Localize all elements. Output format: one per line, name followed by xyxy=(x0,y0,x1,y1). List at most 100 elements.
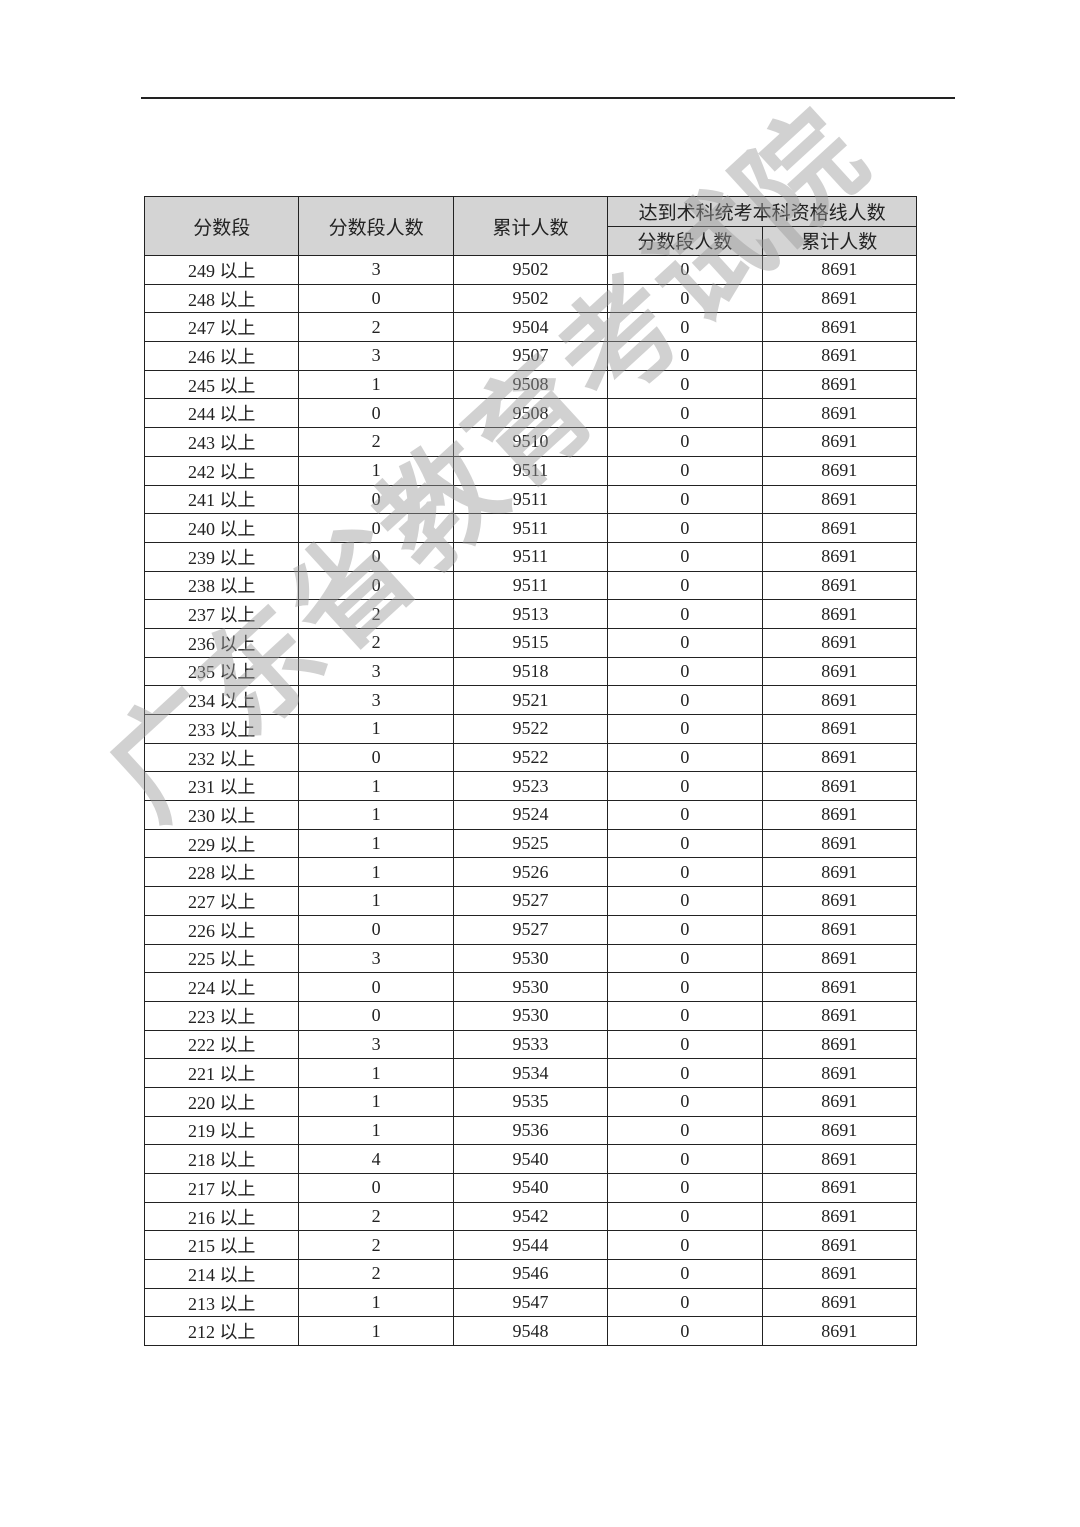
cell-cumulative: 9510 xyxy=(452,427,609,457)
table-row: 230 以上 1 9524 0 8691 xyxy=(143,800,917,830)
table-row: 249 以上 3 9502 0 8691 xyxy=(143,255,917,285)
cell-qualified-cumulative: 8691 xyxy=(761,1287,917,1318)
cell-score-band: 216 以上 xyxy=(143,1201,300,1232)
cell-score-band: 223 以上 xyxy=(143,1000,300,1031)
cell-band-count: 1 xyxy=(298,1086,454,1117)
table-row: 238 以上 0 9511 0 8691 xyxy=(143,570,917,601)
cell-cumulative: 9511 xyxy=(452,541,609,572)
cell-qualified-cumulative: 8691 xyxy=(761,627,917,658)
table-row: 213 以上 1 9547 0 8691 xyxy=(143,1287,917,1318)
cell-score-band: 234 以上 xyxy=(143,685,300,715)
cell-cumulative: 9546 xyxy=(452,1259,609,1289)
cell-cumulative: 9507 xyxy=(452,341,609,371)
cell-cumulative: 9535 xyxy=(452,1086,609,1117)
cell-qualified-band-count: 0 xyxy=(607,943,763,974)
cell-qualified-band-count: 0 xyxy=(607,427,763,457)
table-row: 224 以上 0 9530 0 8691 xyxy=(143,972,917,1002)
cell-qualified-cumulative: 8691 xyxy=(761,1115,917,1146)
cell-band-count: 4 xyxy=(298,1144,454,1174)
cell-qualified-band-count: 0 xyxy=(607,627,763,658)
cell-qualified-cumulative: 8691 xyxy=(761,1086,917,1117)
cell-band-count: 3 xyxy=(298,685,454,715)
cell-cumulative: 9525 xyxy=(452,828,609,859)
cell-score-band: 236 以上 xyxy=(143,627,300,658)
cell-qualified-cumulative: 8691 xyxy=(761,943,917,974)
cell-band-count: 2 xyxy=(298,1230,454,1261)
cell-qualified-band-count: 0 xyxy=(607,857,763,888)
cell-qualified-band-count: 0 xyxy=(607,1173,763,1203)
cell-qualified-cumulative: 8691 xyxy=(761,656,917,687)
col-header-qualified-cumulative: 累计人数 xyxy=(761,225,917,256)
cell-band-count: 0 xyxy=(298,398,454,429)
cell-score-band: 245 以上 xyxy=(143,369,300,400)
cell-qualified-band-count: 0 xyxy=(607,828,763,859)
cell-qualified-cumulative: 8691 xyxy=(761,341,917,371)
cell-cumulative: 9523 xyxy=(452,771,609,802)
cell-qualified-band-count: 0 xyxy=(607,484,763,515)
cell-qualified-band-count: 0 xyxy=(607,1230,763,1261)
cell-cumulative: 9511 xyxy=(452,513,609,543)
cell-score-band: 230 以上 xyxy=(143,800,300,830)
cell-cumulative: 9548 xyxy=(452,1316,609,1347)
cell-band-count: 1 xyxy=(298,800,454,830)
cell-qualified-band-count: 0 xyxy=(607,1287,763,1318)
cell-cumulative: 9522 xyxy=(452,742,609,773)
cell-band-count: 1 xyxy=(298,1316,454,1347)
cell-cumulative: 9536 xyxy=(452,1115,609,1146)
col-header-qualified-group: 达到术科统考本科资格线人数 xyxy=(607,196,917,227)
cell-score-band: 212 以上 xyxy=(143,1316,300,1347)
cell-band-count: 0 xyxy=(298,484,454,515)
table-row: 220 以上 1 9535 0 8691 xyxy=(143,1086,917,1117)
cell-band-count: 0 xyxy=(298,742,454,773)
cell-qualified-band-count: 0 xyxy=(607,1115,763,1146)
cell-score-band: 232 以上 xyxy=(143,742,300,773)
cell-score-band: 227 以上 xyxy=(143,886,300,916)
cell-score-band: 219 以上 xyxy=(143,1115,300,1146)
table-row: 247 以上 2 9504 0 8691 xyxy=(143,312,917,343)
cell-cumulative: 9530 xyxy=(452,972,609,1002)
cell-score-band: 217 以上 xyxy=(143,1173,300,1203)
table-row: 217 以上 0 9540 0 8691 xyxy=(143,1173,917,1203)
cell-cumulative: 9521 xyxy=(452,685,609,715)
table-row: 221 以上 1 9534 0 8691 xyxy=(143,1058,917,1088)
cell-qualified-band-count: 0 xyxy=(607,771,763,802)
table-row: 234 以上 3 9521 0 8691 xyxy=(143,685,917,715)
cell-qualified-band-count: 0 xyxy=(607,1058,763,1088)
table-row: 229 以上 1 9525 0 8691 xyxy=(143,828,917,859)
table-row: 214 以上 2 9546 0 8691 xyxy=(143,1259,917,1289)
cell-score-band: 249 以上 xyxy=(143,255,300,285)
cell-qualified-cumulative: 8691 xyxy=(761,771,917,802)
cell-band-count: 1 xyxy=(298,369,454,400)
cell-score-band: 244 以上 xyxy=(143,398,300,429)
cell-score-band: 235 以上 xyxy=(143,656,300,687)
table-row: 225 以上 3 9530 0 8691 xyxy=(143,943,917,974)
header-rule xyxy=(141,97,955,99)
cell-score-band: 239 以上 xyxy=(143,541,300,572)
cell-score-band: 247 以上 xyxy=(143,312,300,343)
cell-qualified-band-count: 0 xyxy=(607,1316,763,1347)
cell-score-band: 225 以上 xyxy=(143,943,300,974)
cell-qualified-band-count: 0 xyxy=(607,1029,763,1060)
cell-cumulative: 9527 xyxy=(452,886,609,916)
table-row: 222 以上 3 9533 0 8691 xyxy=(143,1029,917,1060)
cell-qualified-band-count: 0 xyxy=(607,570,763,601)
cell-band-count: 2 xyxy=(298,427,454,457)
cell-cumulative: 9515 xyxy=(452,627,609,658)
table-row: 216 以上 2 9542 0 8691 xyxy=(143,1201,917,1232)
cell-band-count: 2 xyxy=(298,599,454,629)
table-row: 226 以上 0 9527 0 8691 xyxy=(143,914,917,945)
cell-qualified-band-count: 0 xyxy=(607,886,763,916)
cell-band-count: 1 xyxy=(298,1058,454,1088)
cell-qualified-band-count: 0 xyxy=(607,455,763,486)
table-row: 231 以上 1 9523 0 8691 xyxy=(143,771,917,802)
cell-band-count: 1 xyxy=(298,1115,454,1146)
table-row: 218 以上 4 9540 0 8691 xyxy=(143,1144,917,1174)
cell-qualified-cumulative: 8691 xyxy=(761,1173,917,1203)
cell-score-band: 220 以上 xyxy=(143,1086,300,1117)
cell-cumulative: 9522 xyxy=(452,714,609,744)
cell-band-count: 3 xyxy=(298,943,454,974)
cell-score-band: 221 以上 xyxy=(143,1058,300,1088)
cell-score-band: 238 以上 xyxy=(143,570,300,601)
cell-band-count: 3 xyxy=(298,255,454,285)
cell-qualified-cumulative: 8691 xyxy=(761,283,917,314)
